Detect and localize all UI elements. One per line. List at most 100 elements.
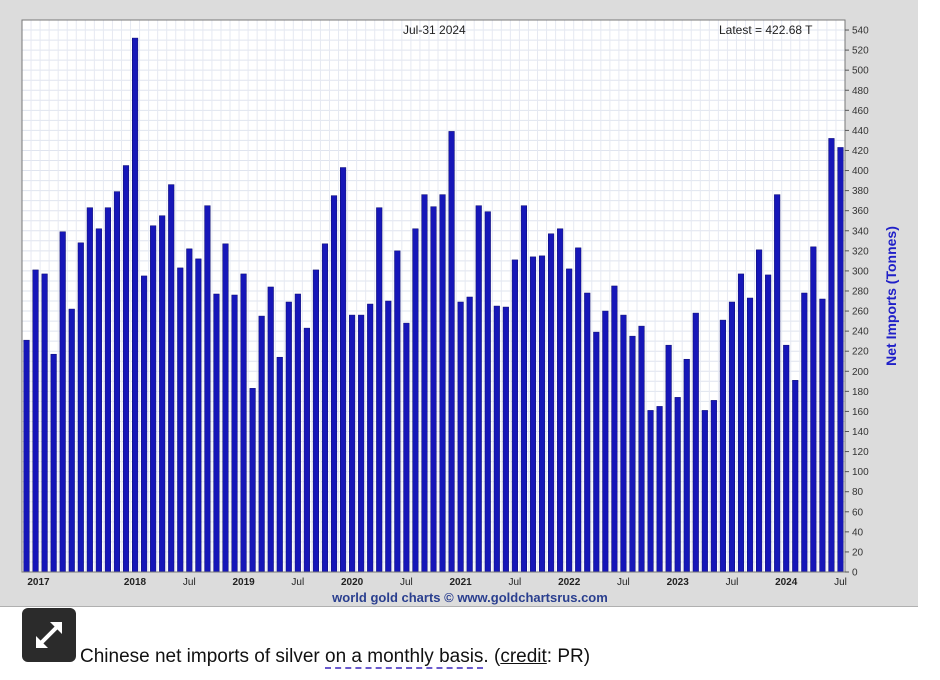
- y-tick-label: 120: [852, 447, 869, 458]
- bar-2021-07: [511, 259, 518, 573]
- caption-text-3: : PR): [546, 646, 591, 667]
- y-axis: 0 20 40 60 80 100 120 140 160 180 200 220 240 260 280 3…: [845, 26, 869, 579]
- bar-2023-08: [737, 273, 745, 573]
- x-tick-label: 2023: [667, 577, 690, 588]
- bar-2021-05: [493, 305, 500, 573]
- bar-2018-04: [159, 215, 166, 573]
- bar-2024-07: [837, 147, 844, 573]
- y-tick-label: 440: [852, 126, 869, 137]
- bar-2023-04: [701, 410, 708, 573]
- bar-2021-11: [548, 233, 555, 573]
- bar-2019-07: [294, 293, 301, 573]
- y-tick-label: 340: [852, 226, 869, 237]
- bar-2020-01: [349, 314, 356, 573]
- bars-layer: [21, 19, 846, 573]
- bar-2020-06: [394, 250, 401, 573]
- y-tick-label: 540: [852, 26, 869, 37]
- y-tick-label: 460: [852, 106, 869, 117]
- x-tick-label: 2024: [775, 577, 798, 588]
- bar-2017-01: [23, 339, 30, 573]
- x-axis: 2017 2018 Jul 2019 Jul 2020 Jul 2021 Jul 2022 Jul 2…: [27, 577, 847, 588]
- bar-2018-08: [195, 258, 202, 573]
- bar-2024-02: [792, 380, 799, 573]
- header-date: Jul-31 2024: [403, 23, 466, 37]
- bar-2022-11: [656, 406, 663, 573]
- bar-2020-09: [421, 194, 428, 573]
- bar-2019-11: [330, 195, 338, 573]
- bar-2021-09: [529, 256, 537, 573]
- caption-credit-link[interactable]: credit: [500, 646, 547, 667]
- y-tick-label: 40: [852, 527, 864, 538]
- bar-2023-12: [774, 194, 781, 573]
- bar-2022-08: [629, 335, 636, 573]
- bar-2024-04: [810, 246, 817, 573]
- x-tick-label: Jul: [291, 577, 304, 588]
- bar-2018-10: [213, 293, 220, 573]
- bar-2024-03: [801, 292, 808, 573]
- bar-2017-09: [95, 228, 102, 573]
- bar-2022-12: [665, 344, 672, 573]
- bar-2019-10: [321, 243, 329, 573]
- x-tick-label: Jul: [834, 577, 847, 588]
- y-tick-label: 280: [852, 286, 869, 297]
- y-tick-label: 240: [852, 327, 869, 338]
- bar-2018-01: [132, 37, 139, 573]
- x-tick-label: 2017: [27, 577, 50, 588]
- bar-2023-05: [710, 400, 717, 573]
- bar-2022-03: [584, 292, 591, 573]
- bar-2018-02: [141, 275, 148, 573]
- caption-link-monthly[interactable]: on a monthly basis: [325, 646, 484, 669]
- y-tick-label: 260: [852, 307, 869, 318]
- expand-button[interactable]: [22, 608, 76, 662]
- bar-2021-04: [484, 211, 491, 573]
- bar-2019-09: [312, 269, 319, 573]
- x-tick-label: Jul: [726, 577, 739, 588]
- bar-2017-03: [41, 273, 48, 573]
- caption: Chinese net imports of silver on a month…: [80, 646, 591, 669]
- x-tick-label: 2018: [124, 577, 147, 588]
- bar-2020-05: [385, 300, 392, 573]
- bar-2023-03: [692, 312, 699, 573]
- y-tick-label: 360: [852, 206, 869, 217]
- bar-2019-02: [249, 388, 256, 573]
- bar-2023-02: [683, 358, 690, 573]
- y-tick-label: 80: [852, 487, 864, 498]
- y-tick-label: 520: [852, 46, 869, 57]
- x-tick-label: Jul: [617, 577, 630, 588]
- bar-2019-08: [303, 327, 310, 573]
- bar-2019-04: [267, 286, 274, 573]
- bar-2019-12: [340, 167, 347, 573]
- bar-2022-09: [638, 325, 645, 573]
- x-tick-label: Jul: [183, 577, 196, 588]
- y-tick-label: 500: [852, 66, 869, 77]
- y-tick-label: 100: [852, 467, 869, 478]
- bar-2022-10: [647, 410, 654, 573]
- bar-2018-12: [231, 294, 238, 573]
- bar-2023-10: [756, 249, 763, 573]
- bar-2019-03: [258, 315, 265, 573]
- y-tick-label: 140: [852, 427, 869, 438]
- bar-2017-10: [104, 207, 111, 573]
- bar-2021-10: [538, 255, 546, 573]
- bar-2020-03: [367, 303, 374, 573]
- y-tick-label: 0: [852, 568, 858, 579]
- y-tick-label: 200: [852, 367, 869, 378]
- y-tick-label: 380: [852, 186, 869, 197]
- chart-frame: 0 20 40 60 80 100 120 140 160 180 200 220 240 260 280 3…: [0, 0, 918, 607]
- y-tick-label: 160: [852, 407, 869, 418]
- y-tick-label: 400: [852, 166, 869, 177]
- x-tick-label: Jul: [509, 577, 522, 588]
- bar-2019-01: [240, 273, 247, 573]
- bar-2018-07: [186, 248, 193, 573]
- bar-2020-04: [376, 207, 383, 573]
- bar-2022-05: [602, 310, 609, 573]
- x-tick-label: 2020: [341, 577, 364, 588]
- bar-2017-11: [113, 191, 121, 573]
- bar-2017-04: [50, 353, 57, 573]
- bar-2023-01: [674, 397, 681, 573]
- bar-2017-06: [68, 308, 75, 573]
- bar-2020-10: [430, 206, 437, 573]
- y-tick-label: 60: [852, 507, 864, 518]
- caption-text-2: . (: [483, 646, 501, 667]
- bar-2017-07: [77, 242, 84, 573]
